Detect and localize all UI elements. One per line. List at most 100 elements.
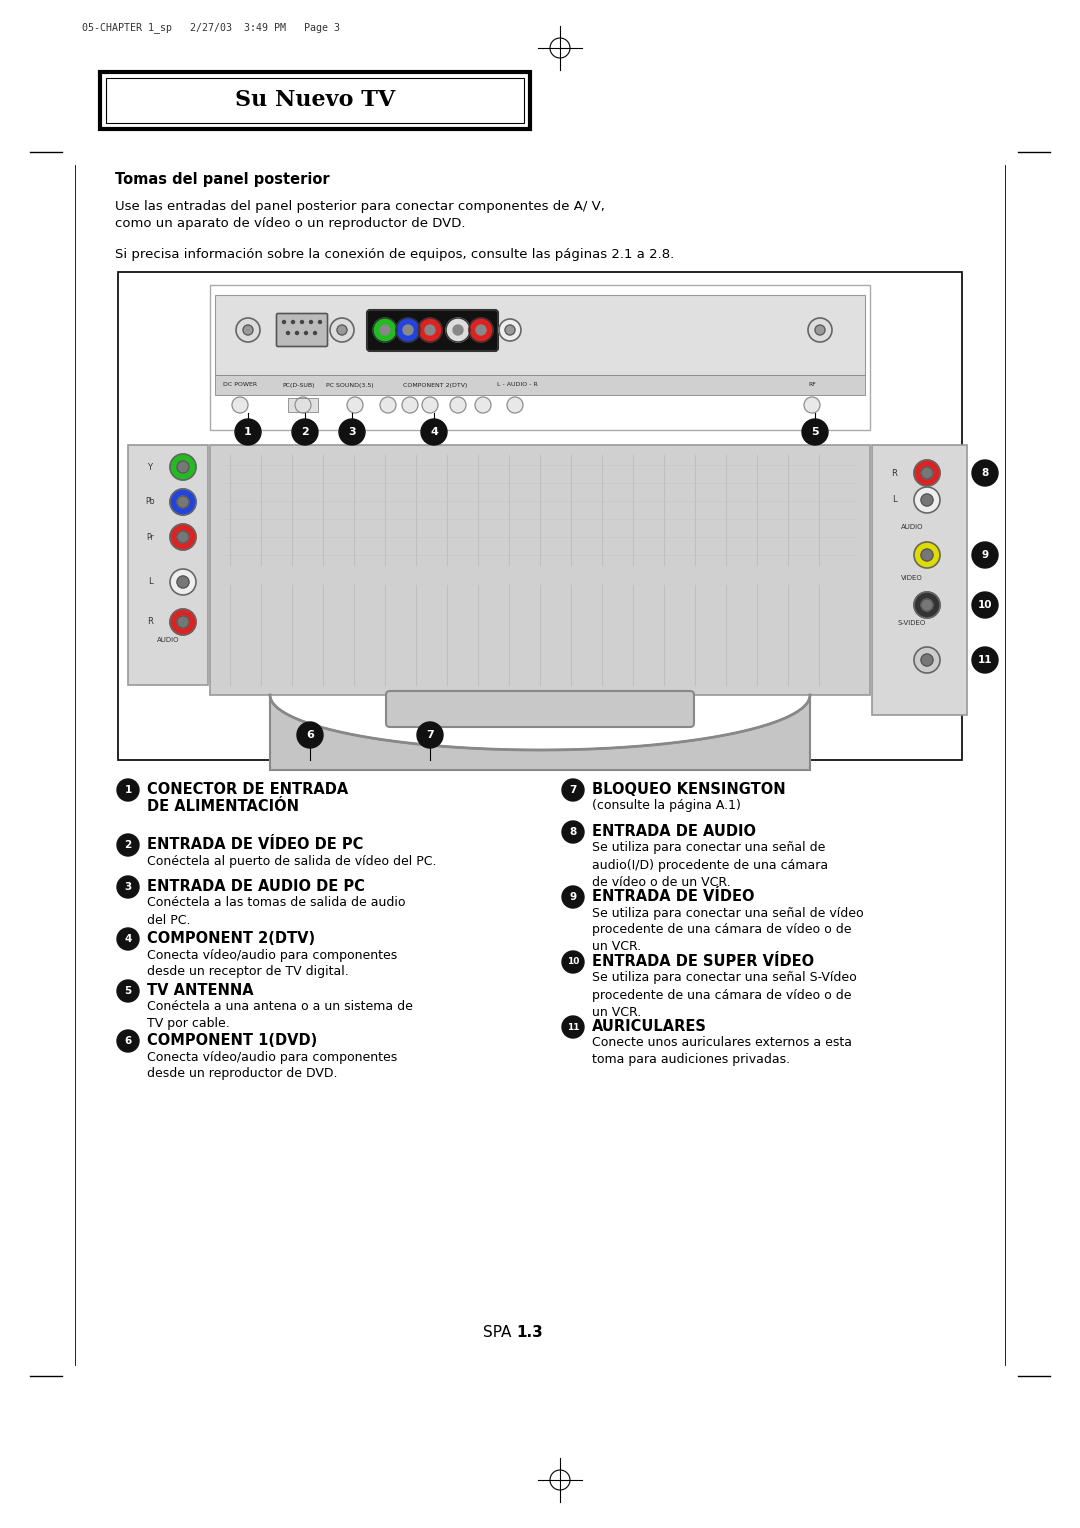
Text: 3: 3 — [124, 882, 132, 892]
Text: Conéctela a las tomas de salida de audio
del PC.: Conéctela a las tomas de salida de audio… — [147, 897, 405, 926]
FancyBboxPatch shape — [210, 445, 870, 695]
Text: 7: 7 — [569, 785, 577, 795]
Text: BLOQUEO KENSINGTON: BLOQUEO KENSINGTON — [592, 782, 785, 798]
Text: 6: 6 — [124, 1036, 132, 1047]
Text: ENTRADA DE VÍDEO DE PC: ENTRADA DE VÍDEO DE PC — [147, 837, 363, 853]
FancyBboxPatch shape — [100, 72, 530, 128]
Text: R: R — [147, 617, 153, 626]
Circle shape — [170, 454, 195, 480]
Text: TV ANTENNA: TV ANTENNA — [147, 983, 254, 998]
Circle shape — [972, 542, 998, 568]
Circle shape — [117, 834, 139, 856]
Text: 2: 2 — [301, 426, 309, 437]
Text: 1: 1 — [124, 785, 132, 795]
Text: AURICULARES: AURICULARES — [592, 1019, 707, 1034]
Circle shape — [507, 397, 523, 413]
Text: PC SOUND(3.5): PC SOUND(3.5) — [326, 382, 374, 388]
Text: COMPONENT 2(DTV): COMPONENT 2(DTV) — [403, 382, 468, 388]
Circle shape — [292, 419, 318, 445]
Text: COMPONENT 1(DVD): COMPONENT 1(DVD) — [147, 1033, 318, 1048]
Circle shape — [177, 532, 189, 542]
Circle shape — [422, 397, 438, 413]
Circle shape — [562, 950, 584, 973]
Circle shape — [380, 397, 396, 413]
Text: 05-CHAPTER 1_sp   2/27/03  3:49 PM   Page 3: 05-CHAPTER 1_sp 2/27/03 3:49 PM Page 3 — [82, 21, 340, 34]
Text: (consulte la página A.1): (consulte la página A.1) — [592, 799, 741, 813]
Circle shape — [914, 460, 940, 486]
Circle shape — [330, 318, 354, 342]
Circle shape — [347, 397, 363, 413]
Text: Conecta vídeo/audio para componentes
desde un receptor de TV digital.: Conecta vídeo/audio para componentes des… — [147, 949, 397, 978]
Circle shape — [396, 318, 420, 342]
Text: CONECTOR DE ENTRADA
DE ALIMENTACIÓN: CONECTOR DE ENTRADA DE ALIMENTACIÓN — [147, 782, 348, 814]
Circle shape — [972, 460, 998, 486]
Circle shape — [117, 1030, 139, 1051]
Text: Conéctela a una antena o a un sistema de
TV por cable.: Conéctela a una antena o a un sistema de… — [147, 1001, 413, 1030]
Circle shape — [117, 779, 139, 801]
Circle shape — [921, 654, 933, 666]
Circle shape — [177, 576, 189, 588]
Text: Su Nuevo TV: Su Nuevo TV — [234, 89, 395, 112]
Circle shape — [417, 723, 443, 749]
Circle shape — [505, 325, 515, 335]
Circle shape — [170, 568, 195, 594]
Circle shape — [177, 497, 189, 507]
Text: VIDEO: VIDEO — [901, 575, 923, 581]
Text: SPA: SPA — [483, 1325, 516, 1340]
Text: Use las entradas del panel posterior para conectar componentes de A/ V,: Use las entradas del panel posterior par… — [114, 200, 605, 212]
Text: 8: 8 — [982, 468, 988, 478]
Circle shape — [475, 397, 491, 413]
Text: Pr: Pr — [146, 532, 153, 541]
Circle shape — [402, 397, 418, 413]
FancyBboxPatch shape — [215, 374, 865, 396]
Circle shape — [117, 979, 139, 1002]
FancyBboxPatch shape — [288, 397, 318, 413]
Circle shape — [972, 591, 998, 617]
Text: S-VIDEO: S-VIDEO — [897, 620, 927, 626]
Text: 7: 7 — [427, 730, 434, 740]
Circle shape — [562, 1016, 584, 1038]
Circle shape — [921, 494, 933, 506]
FancyBboxPatch shape — [386, 691, 694, 727]
Text: 11: 11 — [567, 1022, 579, 1031]
Circle shape — [337, 325, 347, 335]
Circle shape — [426, 325, 435, 335]
Text: 6: 6 — [306, 730, 314, 740]
Circle shape — [319, 321, 322, 324]
Circle shape — [170, 524, 195, 550]
Circle shape — [808, 318, 832, 342]
Circle shape — [310, 321, 312, 324]
Circle shape — [476, 325, 486, 335]
Text: Y: Y — [148, 463, 152, 472]
Circle shape — [562, 886, 584, 908]
Circle shape — [237, 318, 260, 342]
Circle shape — [170, 610, 195, 636]
Circle shape — [292, 321, 295, 324]
Text: 5: 5 — [124, 986, 132, 996]
Circle shape — [914, 646, 940, 672]
Text: L - AUDIO - R: L - AUDIO - R — [497, 382, 538, 388]
Text: ENTRADA DE AUDIO DE PC: ENTRADA DE AUDIO DE PC — [147, 879, 365, 894]
FancyBboxPatch shape — [872, 445, 967, 715]
Circle shape — [305, 332, 308, 335]
Text: L: L — [148, 578, 152, 587]
Circle shape — [403, 325, 413, 335]
Circle shape — [232, 397, 248, 413]
Text: 9: 9 — [982, 550, 988, 559]
Circle shape — [296, 332, 298, 335]
Circle shape — [453, 325, 463, 335]
Text: 3: 3 — [348, 426, 355, 437]
Text: 1.3: 1.3 — [516, 1325, 543, 1340]
Text: 5: 5 — [811, 426, 819, 437]
Circle shape — [469, 318, 492, 342]
Circle shape — [972, 646, 998, 672]
Circle shape — [235, 419, 261, 445]
Circle shape — [117, 927, 139, 950]
Circle shape — [297, 723, 323, 749]
Text: R: R — [891, 469, 896, 477]
Circle shape — [117, 876, 139, 898]
Circle shape — [313, 332, 316, 335]
Circle shape — [380, 325, 390, 335]
Circle shape — [815, 325, 825, 335]
Circle shape — [177, 616, 189, 628]
